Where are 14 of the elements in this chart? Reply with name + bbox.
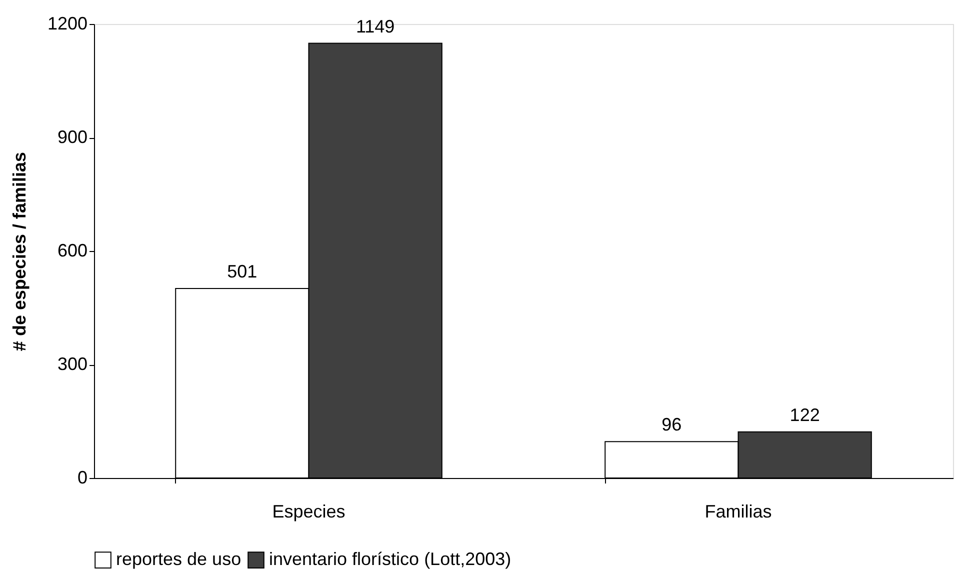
data-label: 96 xyxy=(662,414,682,435)
legend-label: reportes de uso xyxy=(116,549,242,570)
data-label: 1149 xyxy=(356,16,395,36)
y-tick-label: 300 xyxy=(57,354,88,374)
y-tick-label: 0 xyxy=(77,468,88,488)
data-label: 122 xyxy=(790,404,820,425)
y-tick-label: 900 xyxy=(57,127,88,147)
y-axis-title: # de especies / familias xyxy=(9,152,30,352)
y-tick-label: 1200 xyxy=(47,14,88,34)
legend-label: inventario florístico (Lott,2003) xyxy=(269,549,512,570)
data-label: 501 xyxy=(227,261,258,282)
x-tick-label: Especies xyxy=(272,502,346,522)
y-tick-label: 600 xyxy=(57,240,88,260)
x-tick-label: Familias xyxy=(704,502,772,522)
